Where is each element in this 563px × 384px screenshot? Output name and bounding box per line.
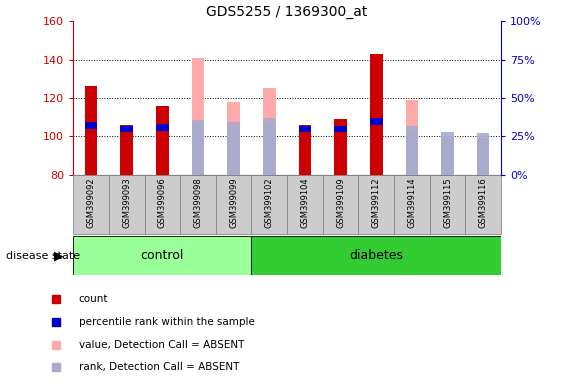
- Bar: [227, 127, 240, 175]
- Bar: [323, 175, 359, 234]
- Bar: [441, 131, 454, 138]
- Bar: [180, 175, 216, 234]
- Bar: [109, 175, 145, 234]
- Bar: [216, 175, 252, 234]
- Text: control: control: [141, 249, 184, 262]
- Text: GSM399116: GSM399116: [479, 178, 488, 228]
- Bar: [73, 236, 252, 275]
- Text: GSM399114: GSM399114: [408, 178, 417, 228]
- Bar: [145, 175, 180, 234]
- Text: GSM399109: GSM399109: [336, 178, 345, 228]
- Text: value, Detection Call = ABSENT: value, Detection Call = ABSENT: [79, 339, 244, 349]
- Bar: [263, 88, 275, 175]
- Bar: [370, 54, 382, 175]
- Bar: [252, 236, 501, 275]
- Bar: [406, 126, 418, 132]
- Text: GSM399102: GSM399102: [265, 178, 274, 228]
- Bar: [252, 175, 287, 234]
- Bar: [192, 58, 204, 175]
- Text: count: count: [79, 294, 108, 304]
- Text: GSM399115: GSM399115: [443, 178, 452, 228]
- Text: disease state: disease state: [6, 251, 80, 261]
- Text: diabetes: diabetes: [349, 249, 403, 262]
- Bar: [466, 175, 501, 234]
- Bar: [299, 125, 311, 175]
- Bar: [85, 86, 97, 175]
- Bar: [334, 126, 347, 132]
- Bar: [334, 119, 347, 175]
- Text: rank, Detection Call = ABSENT: rank, Detection Call = ABSENT: [79, 362, 239, 372]
- Bar: [192, 120, 204, 127]
- Bar: [120, 125, 133, 175]
- Bar: [441, 167, 454, 175]
- Bar: [441, 136, 454, 175]
- Bar: [477, 171, 489, 175]
- Bar: [370, 118, 382, 125]
- Text: ▶: ▶: [54, 250, 64, 263]
- Bar: [227, 102, 240, 175]
- Bar: [477, 138, 489, 175]
- Text: GSM399104: GSM399104: [301, 178, 310, 228]
- Text: GSM399112: GSM399112: [372, 178, 381, 228]
- Bar: [406, 100, 418, 175]
- Text: GSM399098: GSM399098: [194, 178, 203, 228]
- Bar: [299, 126, 311, 132]
- Text: GSM399099: GSM399099: [229, 178, 238, 228]
- Bar: [156, 106, 168, 175]
- Bar: [263, 123, 275, 175]
- Bar: [85, 122, 97, 129]
- Bar: [263, 118, 275, 125]
- Bar: [120, 126, 133, 132]
- Bar: [406, 131, 418, 175]
- Bar: [359, 175, 394, 234]
- Title: GDS5255 / 1369300_at: GDS5255 / 1369300_at: [207, 5, 368, 19]
- Bar: [156, 124, 168, 131]
- Bar: [227, 122, 240, 129]
- Bar: [430, 175, 466, 234]
- Bar: [394, 175, 430, 234]
- Text: GSM399093: GSM399093: [122, 178, 131, 228]
- Bar: [477, 133, 489, 140]
- Bar: [192, 125, 204, 175]
- Bar: [73, 175, 109, 234]
- Text: percentile rank within the sample: percentile rank within the sample: [79, 317, 254, 327]
- Bar: [287, 175, 323, 234]
- Text: GSM399092: GSM399092: [87, 178, 96, 228]
- Text: GSM399096: GSM399096: [158, 178, 167, 228]
